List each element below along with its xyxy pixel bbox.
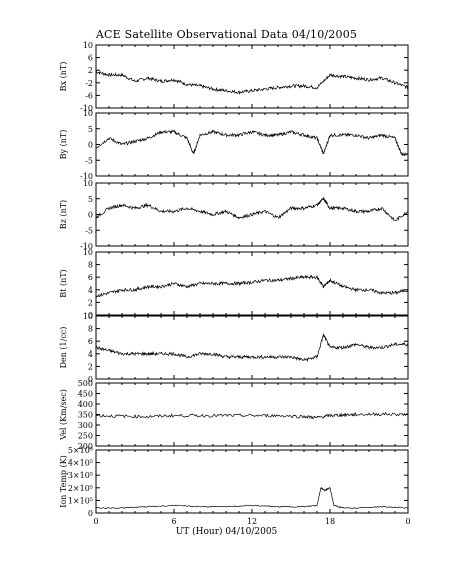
y-tick-label: 6: [88, 54, 93, 63]
y-axis-label: Bx (nT): [59, 62, 68, 92]
y-axis-label: Bz (nT): [59, 200, 68, 229]
y-tick-label: 10: [83, 312, 93, 321]
x-axis-label: UT (Hour) 04/10/2005: [175, 527, 278, 537]
panel-frame: [95, 182, 409, 247]
y-tick-label: 200: [78, 442, 93, 451]
y-tick-label: 2: [88, 362, 93, 371]
x-tick-label: 12: [247, 517, 257, 526]
y-tick-label: 5×10⁵: [68, 446, 93, 455]
y-tick-label: 0: [88, 211, 93, 220]
y-tick-label: 4: [88, 286, 93, 295]
y-tick-label: 5: [88, 125, 93, 134]
y-tick-label: 0: [88, 311, 93, 320]
y-tick-label: 300: [78, 421, 93, 430]
y-tick-label: 0: [88, 509, 93, 518]
x-tick-label: 18: [325, 517, 335, 526]
y-tick-label: -10: [80, 172, 93, 181]
data-line: [95, 129, 409, 157]
y-tick-label: 2: [88, 66, 93, 75]
y-tick-label: -10: [80, 242, 93, 251]
y-tick-label: 10: [83, 179, 93, 188]
x-tick-label: 0: [405, 517, 410, 526]
y-tick-label: -5: [85, 226, 93, 235]
y-tick-label: 10: [83, 41, 93, 50]
y-tick-label: 500: [78, 379, 93, 388]
y-tick-label: 400: [78, 400, 93, 409]
x-tick-label: 0: [93, 517, 98, 526]
data-line: [95, 333, 409, 363]
data-line: [95, 411, 409, 420]
y-axis-label: Den (1/cc): [59, 327, 68, 369]
y-tick-label: -2: [85, 79, 93, 88]
data-line: [95, 70, 409, 95]
y-tick-label: 0: [88, 375, 93, 384]
y-tick-label: 10: [83, 248, 93, 257]
y-tick-label: 8: [88, 261, 93, 270]
y-tick-label: 6: [88, 337, 93, 346]
y-tick-label: 10: [83, 109, 93, 118]
y-tick-label: -5: [85, 156, 93, 165]
y-tick-label: 4×10⁵: [68, 459, 93, 468]
y-tick-label: 250: [78, 432, 93, 441]
data-line: [95, 196, 409, 222]
y-tick-label: 1×10⁵: [68, 496, 93, 505]
y-tick-label: 4: [88, 350, 93, 359]
y-axis-label: Vel (Km/sec): [59, 389, 68, 441]
y-tick-label: 350: [78, 411, 93, 420]
y-tick-label: 3×10⁵: [68, 471, 93, 480]
y-axis-label: Bt (nT): [59, 269, 68, 297]
y-axis-label: Ion Temp (K): [59, 455, 68, 508]
y-tick-label: 0: [88, 141, 93, 150]
panel-frame: [95, 315, 409, 380]
y-tick-label: 8: [88, 325, 93, 334]
data-line: [95, 486, 409, 509]
y-tick-label: 2×10⁵: [68, 484, 93, 493]
chart-title: ACE Satellite Observational Data 04/10/2…: [95, 28, 358, 41]
panel-frame: [95, 382, 409, 447]
panel-frame: [95, 112, 409, 177]
y-axis-label: By (nT): [59, 130, 68, 160]
y-tick-label: 6: [88, 273, 93, 282]
y-tick-label: 2: [88, 298, 93, 307]
y-tick-label: 5: [88, 195, 93, 204]
x-tick-label: 6: [171, 517, 176, 526]
panel-frame: [95, 449, 409, 514]
data-line: [95, 274, 409, 298]
y-tick-label: -6: [85, 91, 93, 100]
y-tick-label: 450: [78, 390, 93, 399]
y-tick-label: -10: [80, 104, 93, 113]
